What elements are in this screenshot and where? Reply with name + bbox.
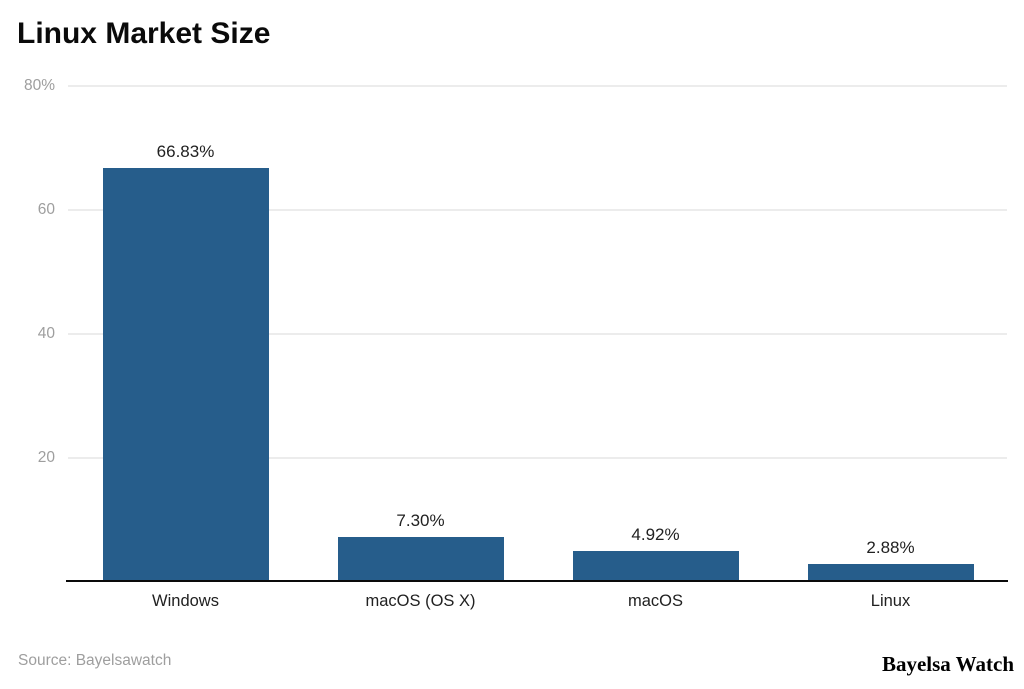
y-tick-label: 40	[37, 325, 55, 342]
source-text: Source: Bayelsawatch	[18, 652, 172, 669]
bar-windows	[102, 167, 269, 582]
bar-linux	[807, 564, 974, 582]
bar-value-label: 7.30%	[396, 510, 445, 530]
y-tick-label: 20	[37, 449, 55, 466]
x-category-label: macOS	[627, 592, 683, 610]
chart-title: Linux Market Size	[17, 17, 271, 50]
bar-value-label: 2.88%	[866, 538, 915, 558]
bar-value-label: 4.92%	[631, 525, 680, 545]
x-axis-line	[66, 580, 1008, 582]
y-tick-label: 80%	[23, 77, 55, 94]
gridline	[68, 333, 1007, 335]
y-tick-label: 60	[37, 201, 55, 218]
x-category-label: Linux	[870, 592, 911, 610]
x-category-label: macOS (OS X)	[365, 592, 476, 610]
bar-value-label: 66.83%	[156, 141, 215, 161]
gridline	[68, 209, 1007, 211]
gridline	[68, 457, 1007, 459]
bar-macos	[572, 551, 739, 582]
gridline	[68, 85, 1007, 87]
brand-logo: Bayelsa Watch	[881, 652, 1014, 676]
bar-macos-os-x-	[337, 536, 504, 582]
x-category-label: Windows	[152, 592, 219, 610]
